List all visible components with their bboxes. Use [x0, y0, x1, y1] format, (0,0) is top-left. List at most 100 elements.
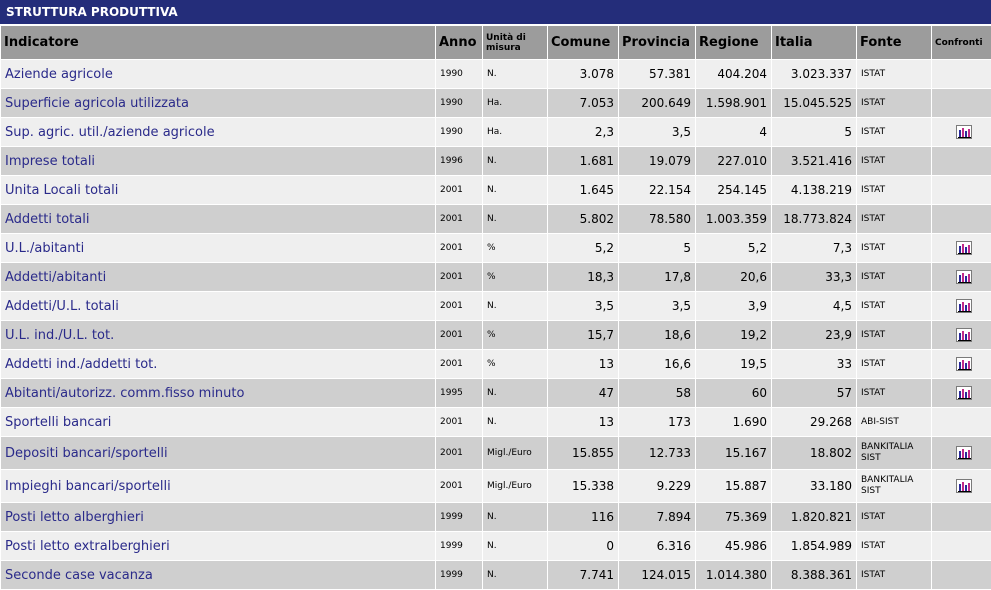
table-row: Addetti/U.L. totali 2001 N. 3,5 3,5 3,9 4,5 IST… — [1, 292, 991, 320]
table-row: Impieghi bancari/sportelli 2001 Migl./Euro… — [1, 470, 991, 502]
confronti-cell[interactable] — [932, 234, 991, 262]
section-title: STRUTTURA PRODUTTIVA — [0, 0, 991, 24]
provincia-cell: 19.079 — [619, 147, 695, 175]
provincia-cell: 7.894 — [619, 503, 695, 531]
indicator-link[interactable]: Sup. agric. util./aziende agricole — [1, 118, 435, 146]
header-unita: Unità di misura — [483, 26, 547, 59]
table-header-row: Indicatore Anno Unità di misura Comune P… — [1, 26, 991, 59]
italia-cell: 33 — [772, 350, 856, 378]
anno-cell: 1996 — [436, 147, 482, 175]
unita-cell: % — [483, 263, 547, 291]
table-row: Imprese totali 1996 N. 1.681 19.079 227.010 3.… — [1, 147, 991, 175]
comune-cell: 15,7 — [548, 321, 618, 349]
indicator-link[interactable]: U.L. ind./U.L. tot. — [1, 321, 435, 349]
unita-cell: N. — [483, 292, 547, 320]
indicator-link[interactable]: Posti letto extralberghieri — [1, 532, 435, 560]
anno-cell: 2001 — [436, 292, 482, 320]
indicator-link[interactable]: Seconde case vacanza — [1, 561, 435, 589]
indicator-link[interactable]: Unita Locali totali — [1, 176, 435, 204]
provincia-cell: 6.316 — [619, 532, 695, 560]
italia-cell: 3.521.416 — [772, 147, 856, 175]
indicator-link[interactable]: Addetti ind./addetti tot. — [1, 350, 435, 378]
indicator-link[interactable]: Depositi bancari/sportelli — [1, 437, 435, 469]
comune-cell: 15.855 — [548, 437, 618, 469]
comune-cell: 2,3 — [548, 118, 618, 146]
indicator-link[interactable]: U.L./abitanti — [1, 234, 435, 262]
bar-chart-icon[interactable] — [955, 446, 972, 461]
unita-cell: N. — [483, 176, 547, 204]
indicator-link[interactable]: Sportelli bancari — [1, 408, 435, 436]
anno-cell: 1995 — [436, 379, 482, 407]
confronti-cell — [932, 561, 991, 589]
indicator-link[interactable]: Addetti totali — [1, 205, 435, 233]
unita-cell: Ha. — [483, 118, 547, 146]
confronti-cell — [932, 503, 991, 531]
italia-cell: 33,3 — [772, 263, 856, 291]
comune-cell: 1.681 — [548, 147, 618, 175]
anno-cell: 1990 — [436, 118, 482, 146]
fonte-cell: ISTAT — [857, 561, 931, 589]
bar-chart-icon[interactable] — [955, 357, 972, 372]
header-indicatore: Indicatore — [1, 26, 435, 59]
header-italia: Italia — [772, 26, 856, 59]
header-provincia: Provincia — [619, 26, 695, 59]
indicator-link[interactable]: Abitanti/autorizz. comm.fisso minuto — [1, 379, 435, 407]
provincia-cell: 3,5 — [619, 118, 695, 146]
bar-chart-icon[interactable] — [955, 241, 972, 256]
regione-cell: 1.598.901 — [696, 89, 771, 117]
confronti-cell[interactable] — [932, 118, 991, 146]
bar-chart-icon[interactable] — [955, 125, 972, 140]
confronti-cell[interactable] — [932, 350, 991, 378]
bar-chart-icon[interactable] — [955, 386, 972, 401]
unita-cell: Migl./Euro — [483, 437, 547, 469]
bar-chart-icon[interactable] — [955, 299, 972, 314]
table-row: U.L. ind./U.L. tot. 2001% 15,7 18,6 19,2 23,9… — [1, 321, 991, 349]
table-row: Aziende agricole 1990 N. 3.078 57.381 404.204… — [1, 60, 991, 88]
anno-cell: 1999 — [436, 532, 482, 560]
table-row: Superficie agricola utilizzata 1990 Ha. 7.0… — [1, 89, 991, 117]
fonte-cell: ISTAT — [857, 176, 931, 204]
fonte-cell: ISTAT — [857, 147, 931, 175]
unita-cell: % — [483, 234, 547, 262]
bar-chart-icon[interactable] — [955, 270, 972, 285]
comune-cell: 47 — [548, 379, 618, 407]
anno-cell: 2001 — [436, 470, 482, 502]
confronti-cell[interactable] — [932, 437, 991, 469]
provincia-cell: 12.733 — [619, 437, 695, 469]
anno-cell: 1999 — [436, 503, 482, 531]
comune-cell: 5,2 — [548, 234, 618, 262]
table-row: Addetti totali 2001 N. 5.802 78.580 1.003.359… — [1, 205, 991, 233]
regione-cell: 1.003.359 — [696, 205, 771, 233]
italia-cell: 18.773.824 — [772, 205, 856, 233]
regione-cell: 45.986 — [696, 532, 771, 560]
confronti-cell[interactable] — [932, 292, 991, 320]
regione-cell: 20,6 — [696, 263, 771, 291]
bar-chart-icon[interactable] — [955, 328, 972, 343]
italia-cell: 4,5 — [772, 292, 856, 320]
confronti-cell[interactable] — [932, 321, 991, 349]
confronti-cell[interactable] — [932, 379, 991, 407]
unita-cell: N. — [483, 60, 547, 88]
fonte-cell: ABI-SIST — [857, 408, 931, 436]
unita-cell: % — [483, 350, 547, 378]
anno-cell: 1990 — [436, 89, 482, 117]
bar-chart-icon[interactable] — [955, 479, 972, 494]
anno-cell: 1990 — [436, 60, 482, 88]
unita-cell: N. — [483, 147, 547, 175]
provincia-cell: 16,6 — [619, 350, 695, 378]
regione-cell: 227.010 — [696, 147, 771, 175]
indicator-link[interactable]: Addetti/U.L. totali — [1, 292, 435, 320]
confronti-cell[interactable] — [932, 470, 991, 502]
indicator-link[interactable]: Posti letto alberghieri — [1, 503, 435, 531]
fonte-cell: ISTAT — [857, 118, 931, 146]
regione-cell: 404.204 — [696, 60, 771, 88]
confronti-cell[interactable] — [932, 263, 991, 291]
indicator-link[interactable]: Addetti/abitanti — [1, 263, 435, 291]
indicator-link[interactable]: Imprese totali — [1, 147, 435, 175]
comune-cell: 7.053 — [548, 89, 618, 117]
indicator-link[interactable]: Impieghi bancari/sportelli — [1, 470, 435, 502]
indicator-link[interactable]: Superficie agricola utilizzata — [1, 89, 435, 117]
unita-cell: N. — [483, 379, 547, 407]
indicator-link[interactable]: Aziende agricole — [1, 60, 435, 88]
fonte-cell: ISTAT — [857, 321, 931, 349]
